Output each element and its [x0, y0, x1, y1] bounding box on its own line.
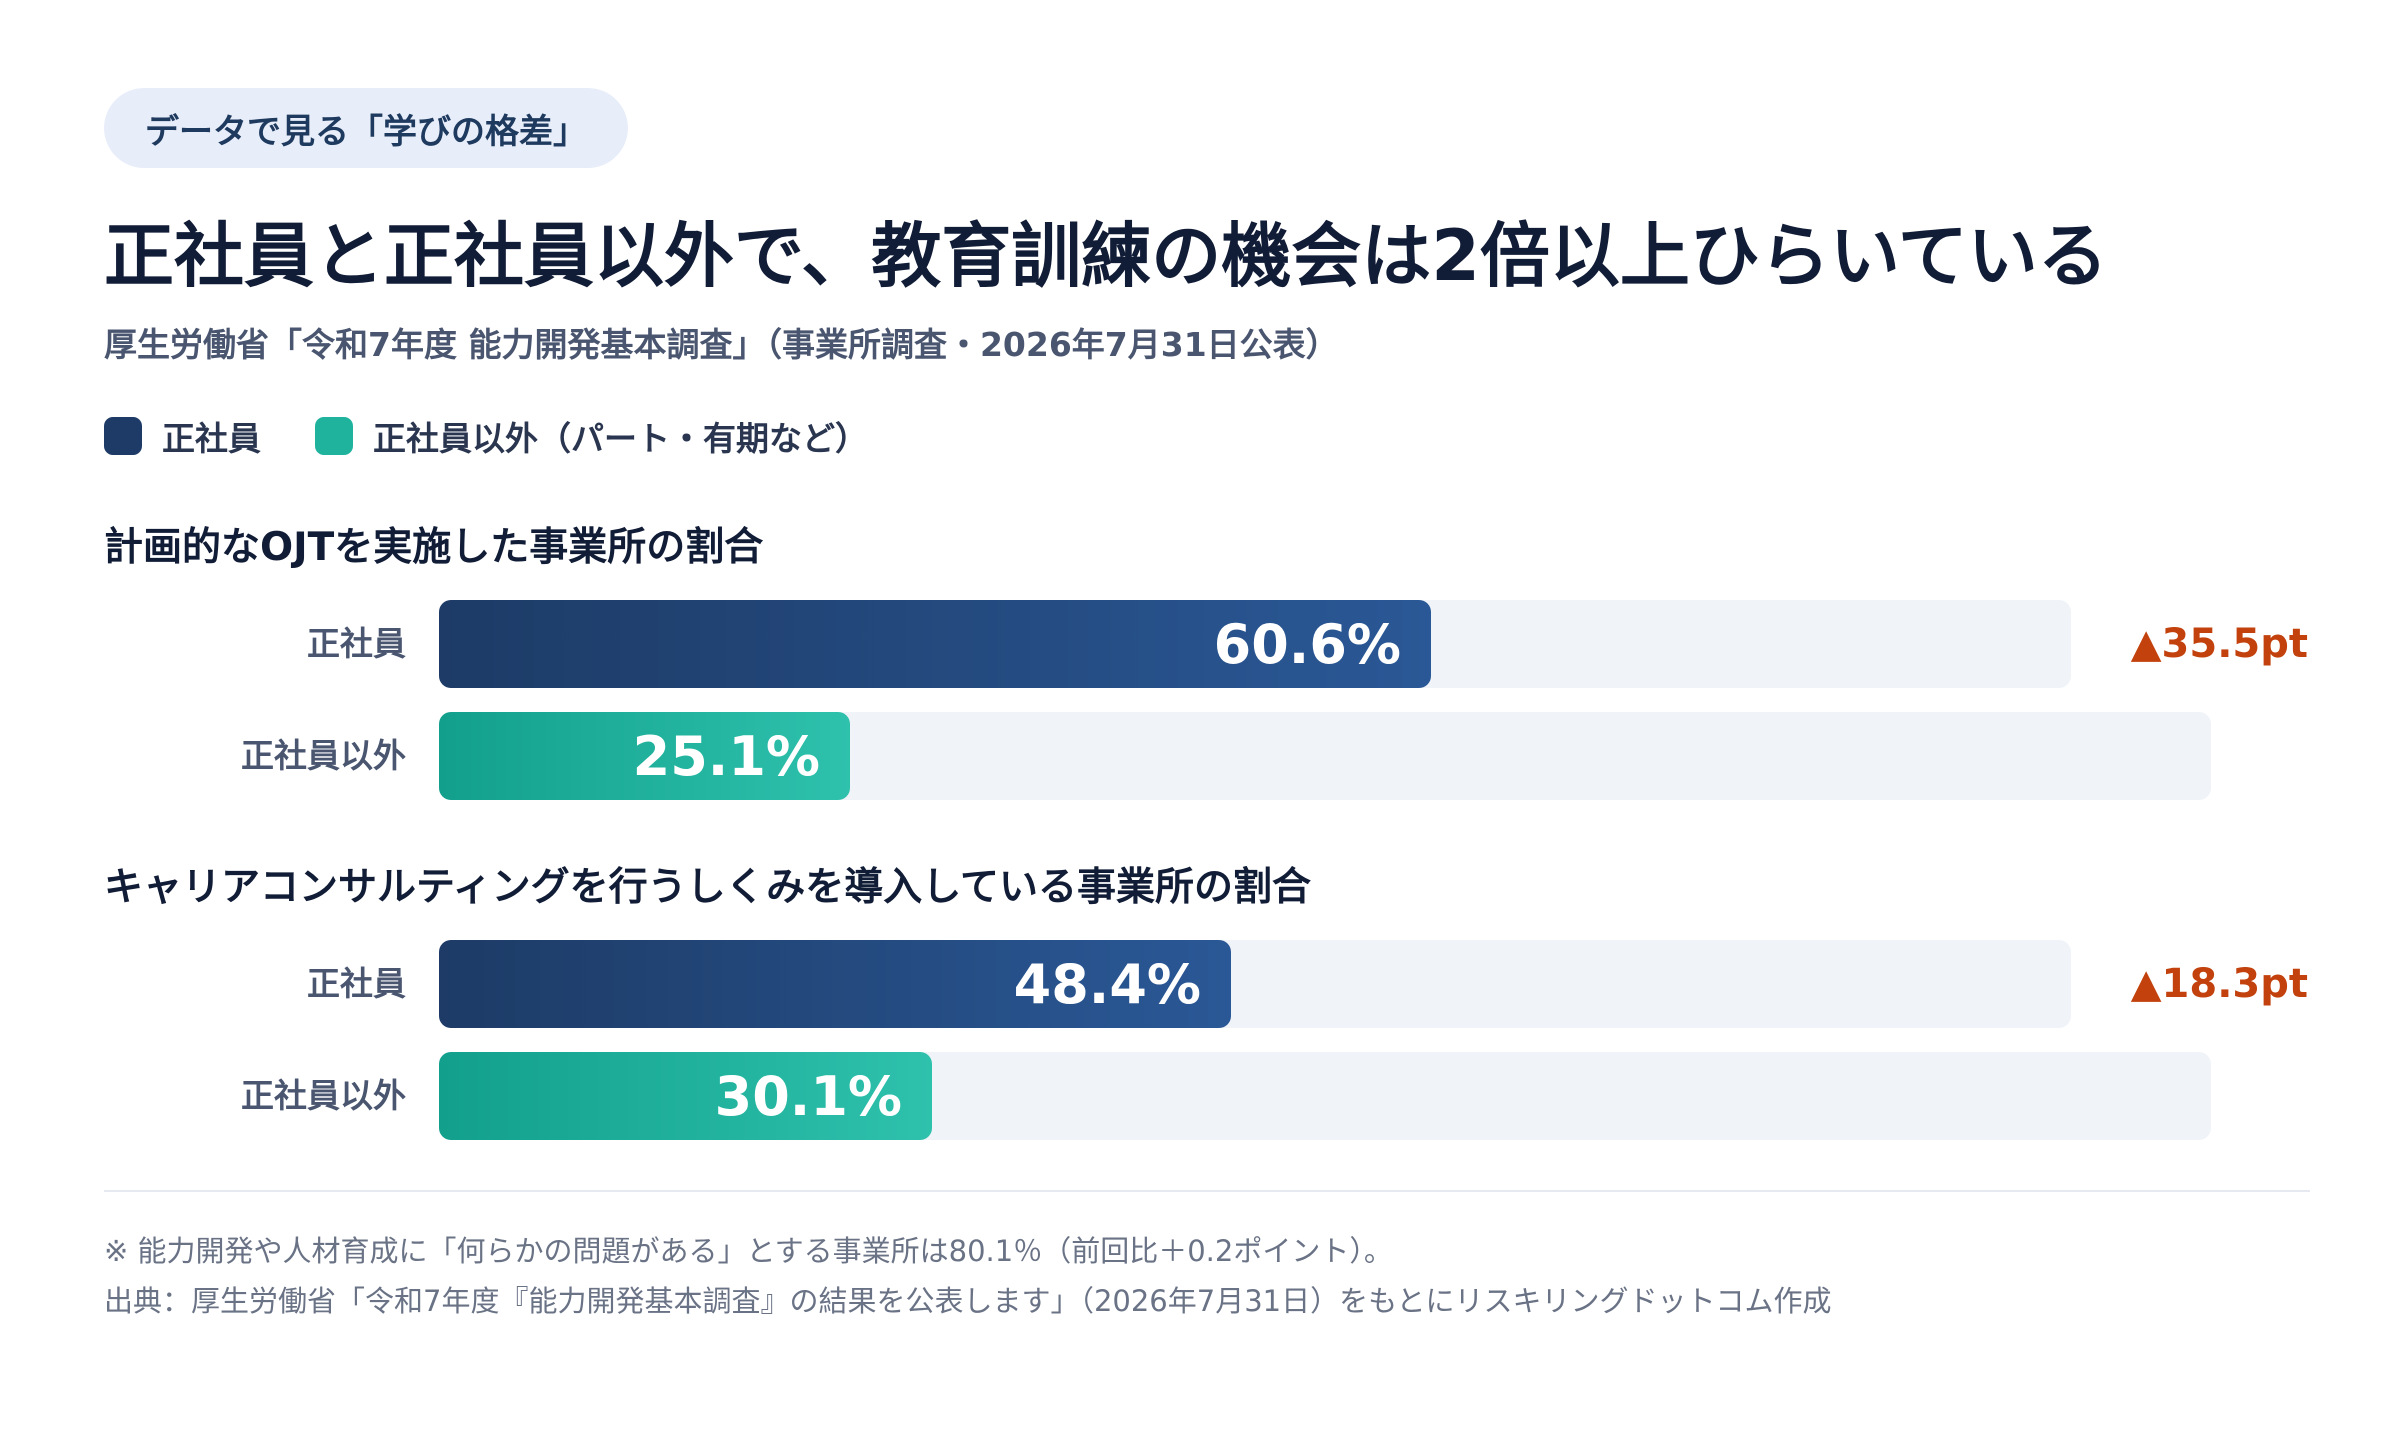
chart-1-label-regular: 正社員 [307, 624, 406, 663]
chart-2-label-regular: 正社員 [307, 964, 406, 1003]
chart-2-title: キャリアコンサルティングを行うしくみを導入している事業所の割合 [104, 865, 1312, 910]
chart-1-bar-nonregular: 25.1% [439, 712, 850, 800]
footnote-source: 出典：厚生労働省「令和7年度『能力開発基本調査』の結果を公表します」（2026年… [104, 1284, 1832, 1318]
category-tag: データで見る「学びの格差」 [104, 88, 628, 168]
legend-label-nonregular: 正社員以外（パート・有期など） [373, 419, 868, 458]
legend-label-regular: 正社員 [162, 419, 261, 458]
legend-item-regular: 正社員 [104, 412, 261, 460]
chart-2-value-nonregular: 30.1% [714, 1064, 902, 1128]
chart-2-bar-regular: 48.4% [439, 940, 1231, 1028]
footnote-note: ※ 能力開発や人材育成に「何らかの問題がある」とする事業所は80.1％（前回比＋… [104, 1234, 1393, 1268]
chart-1-bar-regular: 60.6% [439, 600, 1431, 688]
chart-1-value-nonregular: 25.1% [632, 724, 820, 788]
chart-2-bar-nonregular: 30.1% [439, 1052, 932, 1140]
chart-2-label-nonregular: 正社員以外 [241, 1076, 406, 1115]
legend: 正社員 正社員以外（パート・有期など） [104, 412, 922, 460]
footer-divider [104, 1190, 2310, 1192]
page-title: 正社員と正社員以外で、教育訓練の機会は2倍以上ひらいている [104, 215, 2108, 297]
legend-swatch-regular [104, 417, 142, 455]
chart-2-difference: ▲18.3pt [2130, 961, 2308, 1007]
chart-2-value-regular: 48.4% [1013, 952, 1201, 1016]
chart-1-title: 計画的なOJTを実施した事業所の割合 [104, 525, 764, 570]
chart-1-label-nonregular: 正社員以外 [241, 736, 406, 775]
legend-swatch-nonregular [315, 417, 353, 455]
chart-1-difference: ▲35.5pt [2130, 621, 2308, 667]
chart-1-value-regular: 60.6% [1213, 612, 1401, 676]
source-subtitle: 厚生労働省「令和7年度 能力開発基本調査」（事業所調査・2026年7月31日公表… [104, 325, 1339, 364]
legend-item-nonregular: 正社員以外（パート・有期など） [315, 412, 868, 460]
